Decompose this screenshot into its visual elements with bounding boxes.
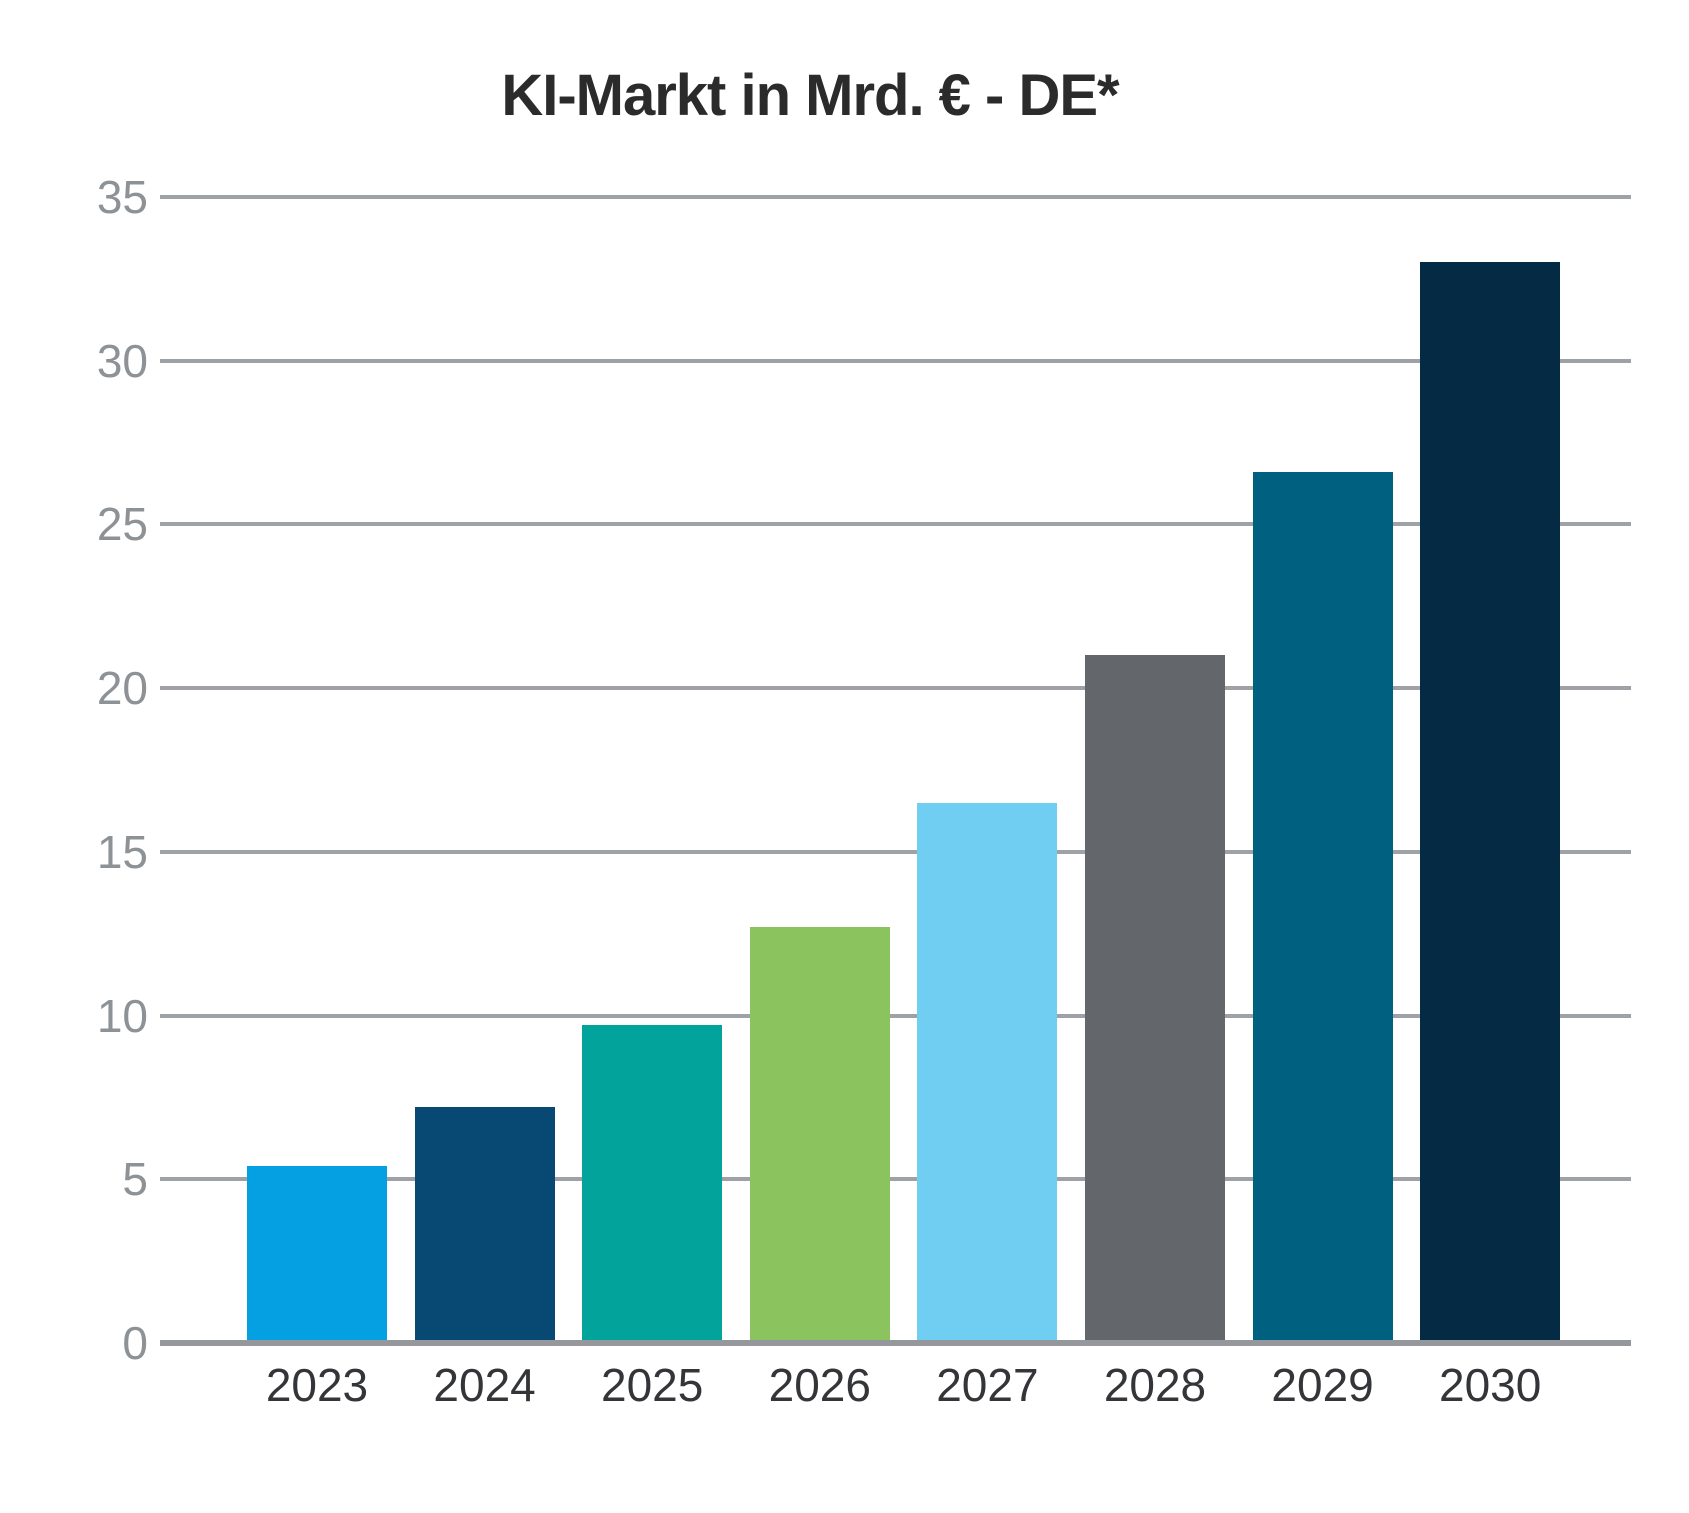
gridline-5 [160, 1177, 1631, 1182]
chart-title: KI-Markt in Mrd. € - DE* [501, 63, 1119, 128]
x-tick-label-2029: 2029 [1271, 1359, 1374, 1411]
y-tick-label-5: 5 [122, 1153, 148, 1206]
bar-2028 [1085, 655, 1225, 1343]
bar-2025 [582, 1025, 723, 1343]
x-tick-label-2027: 2027 [936, 1359, 1039, 1411]
y-tick-label-15: 15 [96, 825, 148, 878]
y-tick-label-20: 20 [96, 662, 148, 715]
gridline-15 [160, 849, 1631, 854]
y-tick-label-0: 0 [122, 1317, 148, 1369]
gridline-20 [160, 686, 1631, 691]
bar-2030 [1420, 262, 1561, 1343]
y-tick-label-35: 35 [96, 171, 148, 223]
x-tick-label-2030: 2030 [1439, 1359, 1542, 1411]
gridline-30 [160, 358, 1631, 363]
bar-2027 [917, 802, 1058, 1343]
y-tick-label-25: 25 [96, 498, 148, 551]
y-tick-label-10: 10 [96, 989, 148, 1042]
bar-2023 [247, 1166, 387, 1343]
gridline-35 [160, 195, 1631, 199]
bar-2026 [749, 927, 890, 1343]
x-tick-label-2024: 2024 [433, 1359, 536, 1411]
x-tick-label-2025: 2025 [601, 1359, 704, 1411]
x-tick-label-2026: 2026 [768, 1359, 871, 1411]
bar-2024 [414, 1107, 555, 1343]
x-tick-label-2028: 2028 [1103, 1359, 1207, 1411]
gridline-10 [160, 1013, 1631, 1018]
y-tick-label-30: 30 [96, 334, 148, 387]
gridline-25 [160, 522, 1631, 527]
bar-2029 [1252, 472, 1393, 1343]
x-tick-label-2023: 2023 [265, 1359, 369, 1411]
x-axis-baseline [160, 1340, 1631, 1346]
